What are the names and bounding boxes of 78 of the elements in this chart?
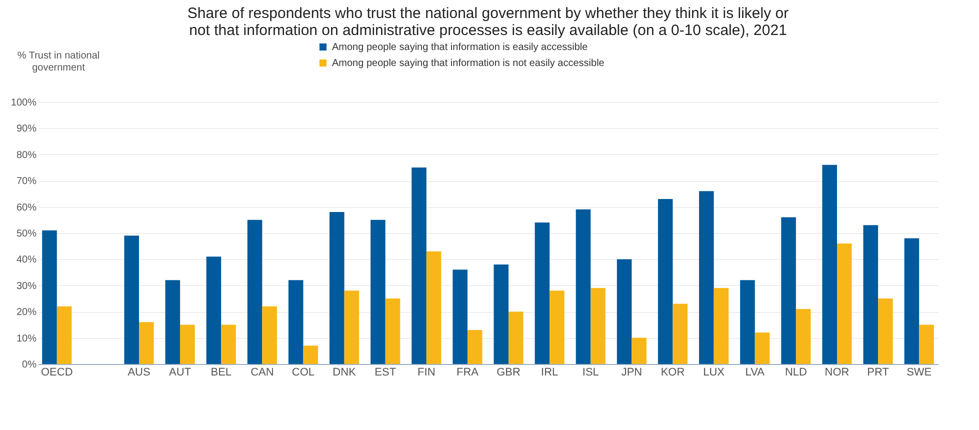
bar: [796, 308, 811, 364]
bar: [740, 280, 755, 364]
x-tick-label: AUT: [169, 366, 192, 378]
x-tick-label: JPN: [621, 366, 642, 378]
bar: [452, 270, 468, 364]
x-tick-label: NOR: [824, 366, 850, 378]
x-tick-label: BEL: [210, 366, 232, 378]
x-tick-label: PRT: [867, 366, 890, 378]
bar: [658, 198, 673, 364]
bar: [919, 324, 934, 364]
y-tick-label: 30%: [16, 280, 37, 292]
y-tick-label: 50%: [16, 228, 37, 240]
bar: [494, 264, 509, 364]
y-tick-label: 70%: [16, 176, 37, 188]
bar: [904, 238, 920, 364]
bar: [590, 288, 606, 364]
bar: [165, 280, 180, 364]
bar: [508, 312, 524, 364]
y-tick-label: 10%: [16, 333, 37, 344]
bar: [385, 298, 400, 364]
bar: [56, 306, 72, 364]
bar: [262, 306, 277, 364]
y-tick-label: 90%: [16, 124, 37, 135]
y-tick-label: 20%: [16, 307, 37, 318]
x-tick-label: NLD: [784, 366, 807, 378]
bar: [836, 243, 852, 364]
bar: [781, 217, 796, 364]
bar: [412, 168, 426, 364]
x-tick-label: EST: [374, 366, 396, 378]
bar: [124, 236, 140, 364]
bar: [221, 324, 236, 364]
bar: [863, 225, 878, 364]
bar: [288, 280, 304, 364]
x-tick-label: CAN: [250, 366, 274, 378]
x-tick-label: FIN: [418, 366, 436, 378]
y-tick-label: 80%: [16, 150, 37, 161]
y-tick-label: 100%: [10, 98, 37, 108]
bar: [467, 330, 482, 364]
bar: [344, 290, 360, 364]
bar: [370, 220, 386, 364]
x-tick-label: DNK: [332, 366, 357, 378]
bar: [42, 230, 57, 364]
y-tick-label: 60%: [16, 202, 37, 214]
bar: [822, 164, 837, 364]
x-tick-label: LVA: [745, 366, 766, 378]
bar: [426, 251, 442, 364]
legend-label: Among people saying that information is not easily accessible: [332, 58, 605, 69]
x-tick-label: LUX: [703, 366, 726, 378]
bar: [303, 346, 318, 364]
bar: [632, 338, 646, 364]
x-tick-label: SWE: [906, 366, 932, 378]
bar: [699, 191, 714, 364]
y-tick-label: 0%: [22, 360, 37, 370]
bar: [247, 220, 262, 364]
bar: [206, 256, 222, 364]
x-tick-label: COL: [292, 366, 315, 378]
y-tick-label: 40%: [16, 254, 37, 266]
x-tick-label: FRA: [456, 366, 480, 378]
bar: [616, 259, 632, 364]
bar: [754, 332, 770, 364]
bar: [878, 298, 893, 364]
x-tick-label: OECD: [40, 366, 73, 378]
bar: [714, 288, 729, 364]
bar: [576, 209, 591, 364]
x-tick-label: KOR: [660, 366, 685, 378]
y-axis-title: % Trust in national government: [17, 50, 100, 74]
x-tick-label: GBR: [496, 366, 520, 378]
bar: [139, 322, 154, 364]
bar: [550, 290, 564, 364]
bar: [672, 304, 688, 364]
x-tick-label: IRL: [541, 366, 558, 378]
x-tick-label: AUS: [128, 366, 150, 378]
chart-title: Share of respondents who trust the national government by whether they think it is likely or not that information on administrative processes is easily available (on a 0-10 scale), 2021: [187, 5, 789, 39]
bar: [330, 212, 344, 364]
bar: [180, 324, 195, 364]
bar: [534, 222, 550, 364]
legend-label: Among people saying that information is easily accessible: [332, 42, 588, 53]
x-tick-label: ISL: [582, 366, 599, 378]
